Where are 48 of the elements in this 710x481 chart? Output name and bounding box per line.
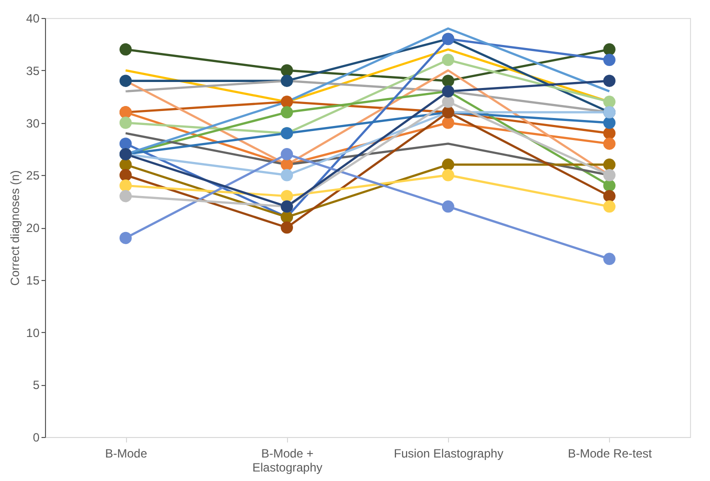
y-tick-label: 40 xyxy=(26,12,40,26)
y-tick-label: 30 xyxy=(26,116,40,130)
point xyxy=(120,116,132,129)
point xyxy=(603,116,616,129)
y-tick-label: 5 xyxy=(32,378,40,392)
x-tick-label: Fusion Elastography xyxy=(394,446,504,460)
point xyxy=(280,96,293,108)
point xyxy=(442,96,454,108)
point xyxy=(120,179,132,192)
y-axis-title: Correct diagnoses (n) xyxy=(8,170,22,286)
point xyxy=(603,74,616,87)
point xyxy=(280,221,293,234)
y-tick-label: 20 xyxy=(26,221,40,235)
point xyxy=(280,190,293,202)
point xyxy=(280,106,293,118)
y-tick-label: 15 xyxy=(26,273,40,288)
x-tick-label: B-Mode xyxy=(105,446,148,460)
point xyxy=(442,169,454,182)
point xyxy=(120,232,132,244)
x-tick-label: B-Mode + Elastography xyxy=(252,446,322,474)
y-tick-label: 35 xyxy=(26,64,40,78)
point xyxy=(280,64,293,76)
point xyxy=(603,200,616,213)
point xyxy=(442,158,454,171)
point xyxy=(603,252,616,266)
point xyxy=(120,74,132,87)
point xyxy=(280,74,293,87)
y-tick-label: 0 xyxy=(32,430,40,444)
point xyxy=(442,74,454,87)
point xyxy=(280,148,293,160)
y-tick-label: 10 xyxy=(26,326,40,340)
point xyxy=(120,169,132,182)
point xyxy=(603,190,616,202)
point xyxy=(120,138,132,150)
point xyxy=(603,138,616,150)
point xyxy=(603,158,616,171)
point xyxy=(280,169,293,182)
point xyxy=(442,54,454,66)
point xyxy=(442,116,454,129)
point xyxy=(603,96,616,108)
point xyxy=(120,190,132,202)
y-tick-label: 25 xyxy=(26,168,40,183)
point xyxy=(603,54,616,66)
point xyxy=(603,43,616,56)
x-tick-label: B-Mode Re-test xyxy=(568,446,653,460)
point xyxy=(442,200,454,213)
point xyxy=(120,43,132,56)
point xyxy=(603,169,616,182)
